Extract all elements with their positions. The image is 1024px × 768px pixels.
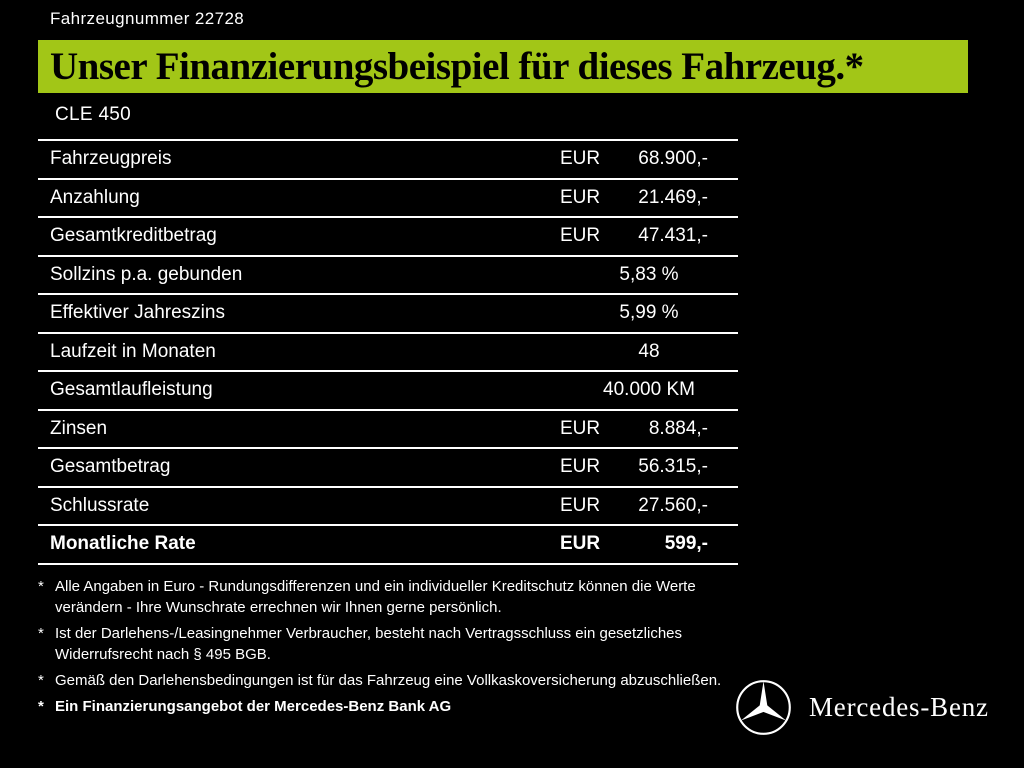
amount-value: 5,83 % [619, 263, 679, 285]
brand-logo: Mercedes-Benz [735, 679, 989, 736]
table-row-gesamtkreditbetrag: Gesamtkreditbetrag EUR 47.431,- [38, 216, 738, 255]
footnote-text: Ein Finanzierungsangebot der Mercedes-Be… [55, 698, 452, 715]
row-label: Schlussrate [50, 494, 150, 516]
table-row-effektiver-jahreszins: Effektiver Jahreszins 5,99 % [38, 293, 738, 332]
currency-label: EUR [560, 225, 601, 247]
row-label: Monatliche Rate [50, 533, 196, 555]
table-row-gesamtbetrag: Gesamtbetrag EUR 56.315,- [38, 447, 738, 486]
footnotes: * Alle Angaben in Euro - Rundungsdiffere… [38, 576, 728, 722]
footnote-text: Alle Angaben in Euro - Rundungsdifferenz… [55, 578, 696, 616]
footnote-marker: * [38, 698, 44, 715]
table-row-fahrzeugpreis: Fahrzeugpreis EUR 68.900,- [38, 139, 738, 178]
row-label: Sollzins p.a. gebunden [50, 263, 243, 285]
amount-value: 48 [638, 340, 660, 362]
table-row-sollzins: Sollzins p.a. gebunden 5,83 % [38, 254, 738, 294]
row-label: Anzahlung [50, 186, 140, 208]
footnote: * Ist der Darlehens-/Leasingnehmer Verbr… [38, 623, 728, 665]
currency-label: EUR [560, 186, 601, 208]
amount-value: 27.560,- [638, 494, 708, 516]
row-label: Fahrzeugpreis [50, 148, 172, 170]
amount-value: 5,99 % [619, 302, 679, 324]
finance-table: Fahrzeugpreis EUR 68.900,- Anzahlung EUR… [38, 139, 738, 565]
row-label: Zinsen [50, 417, 108, 439]
table-row-laufzeit: Laufzeit in Monaten 48 [38, 331, 738, 371]
footnote-text: Ist der Darlehens-/Leasingnehmer Verbrau… [55, 625, 683, 663]
row-label: Laufzeit in Monaten [50, 340, 216, 362]
model-name: CLE 450 [55, 104, 132, 125]
vehicle-number: Fahrzeugnummer 22728 [50, 9, 245, 28]
amount-value: 21.469,- [638, 186, 708, 208]
footnote-text: Gemäß den Darlehensbedingungen ist für d… [55, 672, 722, 689]
footnote: * Ein Finanzierungsangebot der Mercedes-… [38, 696, 728, 717]
row-label: Gesamtbetrag [50, 456, 171, 478]
currency-label: EUR [560, 533, 601, 555]
footnote-marker: * [38, 578, 44, 595]
table-row-schlussrate: Schlussrate EUR 27.560,- [38, 485, 738, 525]
currency-label: EUR [560, 456, 601, 478]
currency-label: EUR [560, 494, 601, 516]
amount-value: 8.884,- [648, 417, 708, 439]
brand-wordmark: Mercedes-Benz [809, 692, 989, 722]
table-row-zinsen: Zinsen EUR 8.884,- [38, 408, 738, 448]
table-row-anzahlung: Anzahlung EUR 21.469,- [38, 177, 738, 217]
amount-value: 56.315,- [638, 456, 708, 478]
table-row-monatliche-rate: Monatliche Rate EUR 599,- [38, 524, 738, 565]
amount-value: 47.431,- [638, 225, 708, 247]
row-label: Gesamtkreditbetrag [50, 225, 217, 247]
finance-banner-title: Unser Finanzierungsbeispiel für dieses F… [38, 40, 968, 93]
amount-value: 40.000 KM [603, 379, 695, 401]
footnote: * Gemäß den Darlehensbedingungen ist für… [38, 670, 728, 691]
mercedes-star-icon [736, 680, 791, 735]
footnote: * Alle Angaben in Euro - Rundungsdiffere… [38, 576, 728, 618]
currency-label: EUR [560, 148, 601, 170]
footnote-marker: * [38, 625, 44, 642]
footnote-marker: * [38, 672, 44, 689]
currency-label: EUR [560, 417, 601, 439]
amount-value: 599,- [664, 533, 708, 555]
row-label: Effektiver Jahreszins [50, 302, 225, 324]
amount-value: 68.900,- [638, 148, 708, 170]
table-row-gesamtlaufleistung: Gesamtlaufleistung 40.000 KM [38, 370, 738, 409]
row-label: Gesamtlaufleistung [50, 379, 213, 401]
